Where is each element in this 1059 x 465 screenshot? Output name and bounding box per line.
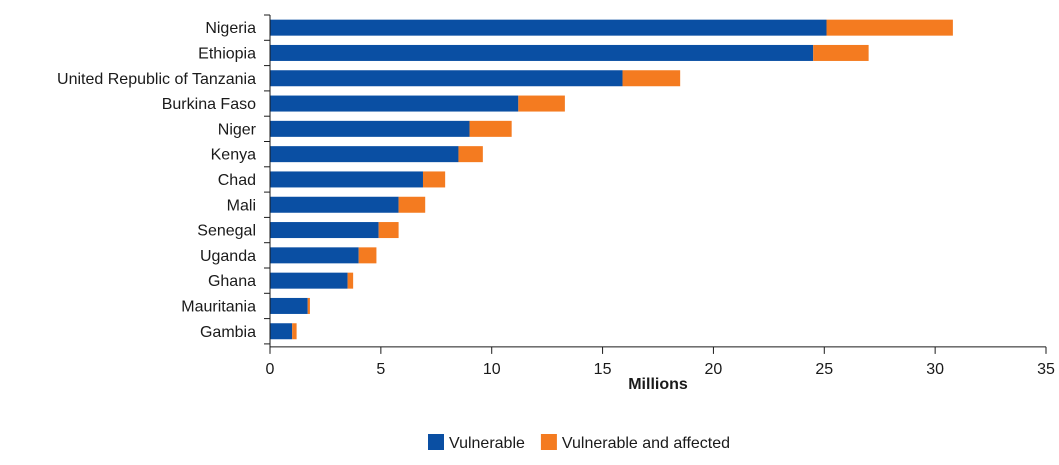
bar-ghana-vulnerable-and-affected <box>347 272 354 289</box>
category-label-ghana: Ghana <box>208 273 256 290</box>
bar-ethiopia-vulnerable-and-affected <box>813 44 869 61</box>
bar-chad-vulnerable-and-affected <box>422 171 446 188</box>
category-label-niger: Niger <box>218 121 257 138</box>
bars-layer <box>270 19 953 340</box>
bar-uganda-vulnerable-and-affected <box>358 247 377 264</box>
x-tick-label: 30 <box>926 361 944 378</box>
bar-mali-vulnerable <box>270 196 399 213</box>
bar-mauritania-vulnerable <box>270 297 308 314</box>
bar-senegal-vulnerable-and-affected <box>378 222 399 239</box>
bar-niger-vulnerable <box>270 120 470 137</box>
bar-niger-vulnerable-and-affected <box>469 120 512 137</box>
x-tick-label: 20 <box>705 361 723 378</box>
category-label-nigeria: Nigeria <box>205 20 256 37</box>
category-label-gambia: Gambia <box>200 324 256 341</box>
bar-mauritania-vulnerable-and-affected <box>307 297 310 314</box>
category-label-uganda: Uganda <box>200 248 256 265</box>
category-label-senegal: Senegal <box>197 223 256 240</box>
category-labels: Nigeria Ethiopia United Republic of Tanzan… <box>57 20 257 341</box>
category-label-ethiopia: Ethiopia <box>198 45 256 62</box>
x-tick-label: 0 <box>266 361 275 378</box>
legend-swatch-vulnerable <box>428 434 444 450</box>
x-tick-label: 5 <box>376 361 385 378</box>
category-label-kenya: Kenya <box>211 147 256 164</box>
bar-gambia-vulnerable-and-affected <box>292 323 297 340</box>
x-tick-label: 35 <box>1037 361 1055 378</box>
category-label-burkina-faso: Burkina Faso <box>162 96 256 113</box>
category-label-mauritania: Mauritania <box>181 298 256 315</box>
bar-burkina-faso-vulnerable-and-affected <box>518 95 565 112</box>
bar-united-republic-of-tanzania-vulnerable-and-affected <box>622 70 681 87</box>
legend: Vulnerable Vulnerable and affected <box>428 434 730 452</box>
bar-nigeria-vulnerable-and-affected <box>826 19 953 36</box>
x-tick-label: 15 <box>594 361 612 378</box>
bar-mali-vulnerable-and-affected <box>398 196 426 213</box>
category-label-united-republic-of-tanzania: United Republic of Tanzania <box>57 71 256 88</box>
bar-kenya-vulnerable <box>270 146 459 163</box>
axes-layer <box>264 14 1047 354</box>
category-label-mali: Mali <box>227 197 256 214</box>
x-tick-label: 25 <box>815 361 833 378</box>
bar-united-republic-of-tanzania-vulnerable <box>270 70 623 87</box>
bar-senegal-vulnerable <box>270 222 379 239</box>
legend-swatch-vulnerable-and-affected <box>540 434 557 450</box>
bar-kenya-vulnerable-and-affected <box>458 146 483 163</box>
bar-gambia-vulnerable <box>270 323 293 340</box>
legend-label-vulnerable-and-affected: Vulnerable and affected <box>562 435 730 452</box>
bar-ethiopia-vulnerable <box>270 44 814 61</box>
x-tick-label: 10 <box>483 361 501 378</box>
x-axis-title: Millions <box>628 376 688 393</box>
bar-ghana-vulnerable <box>270 272 348 289</box>
legend-label-vulnerable: Vulnerable <box>449 435 525 452</box>
category-label-chad: Chad <box>218 172 256 189</box>
tick-labels: 0 5 10 15 20 25 30 35 <box>266 361 1055 378</box>
bar-uganda-vulnerable <box>270 247 359 264</box>
bar-chad-vulnerable <box>270 171 423 188</box>
bar-nigeria-vulnerable <box>270 19 827 36</box>
bar-burkina-faso-vulnerable <box>270 95 519 112</box>
